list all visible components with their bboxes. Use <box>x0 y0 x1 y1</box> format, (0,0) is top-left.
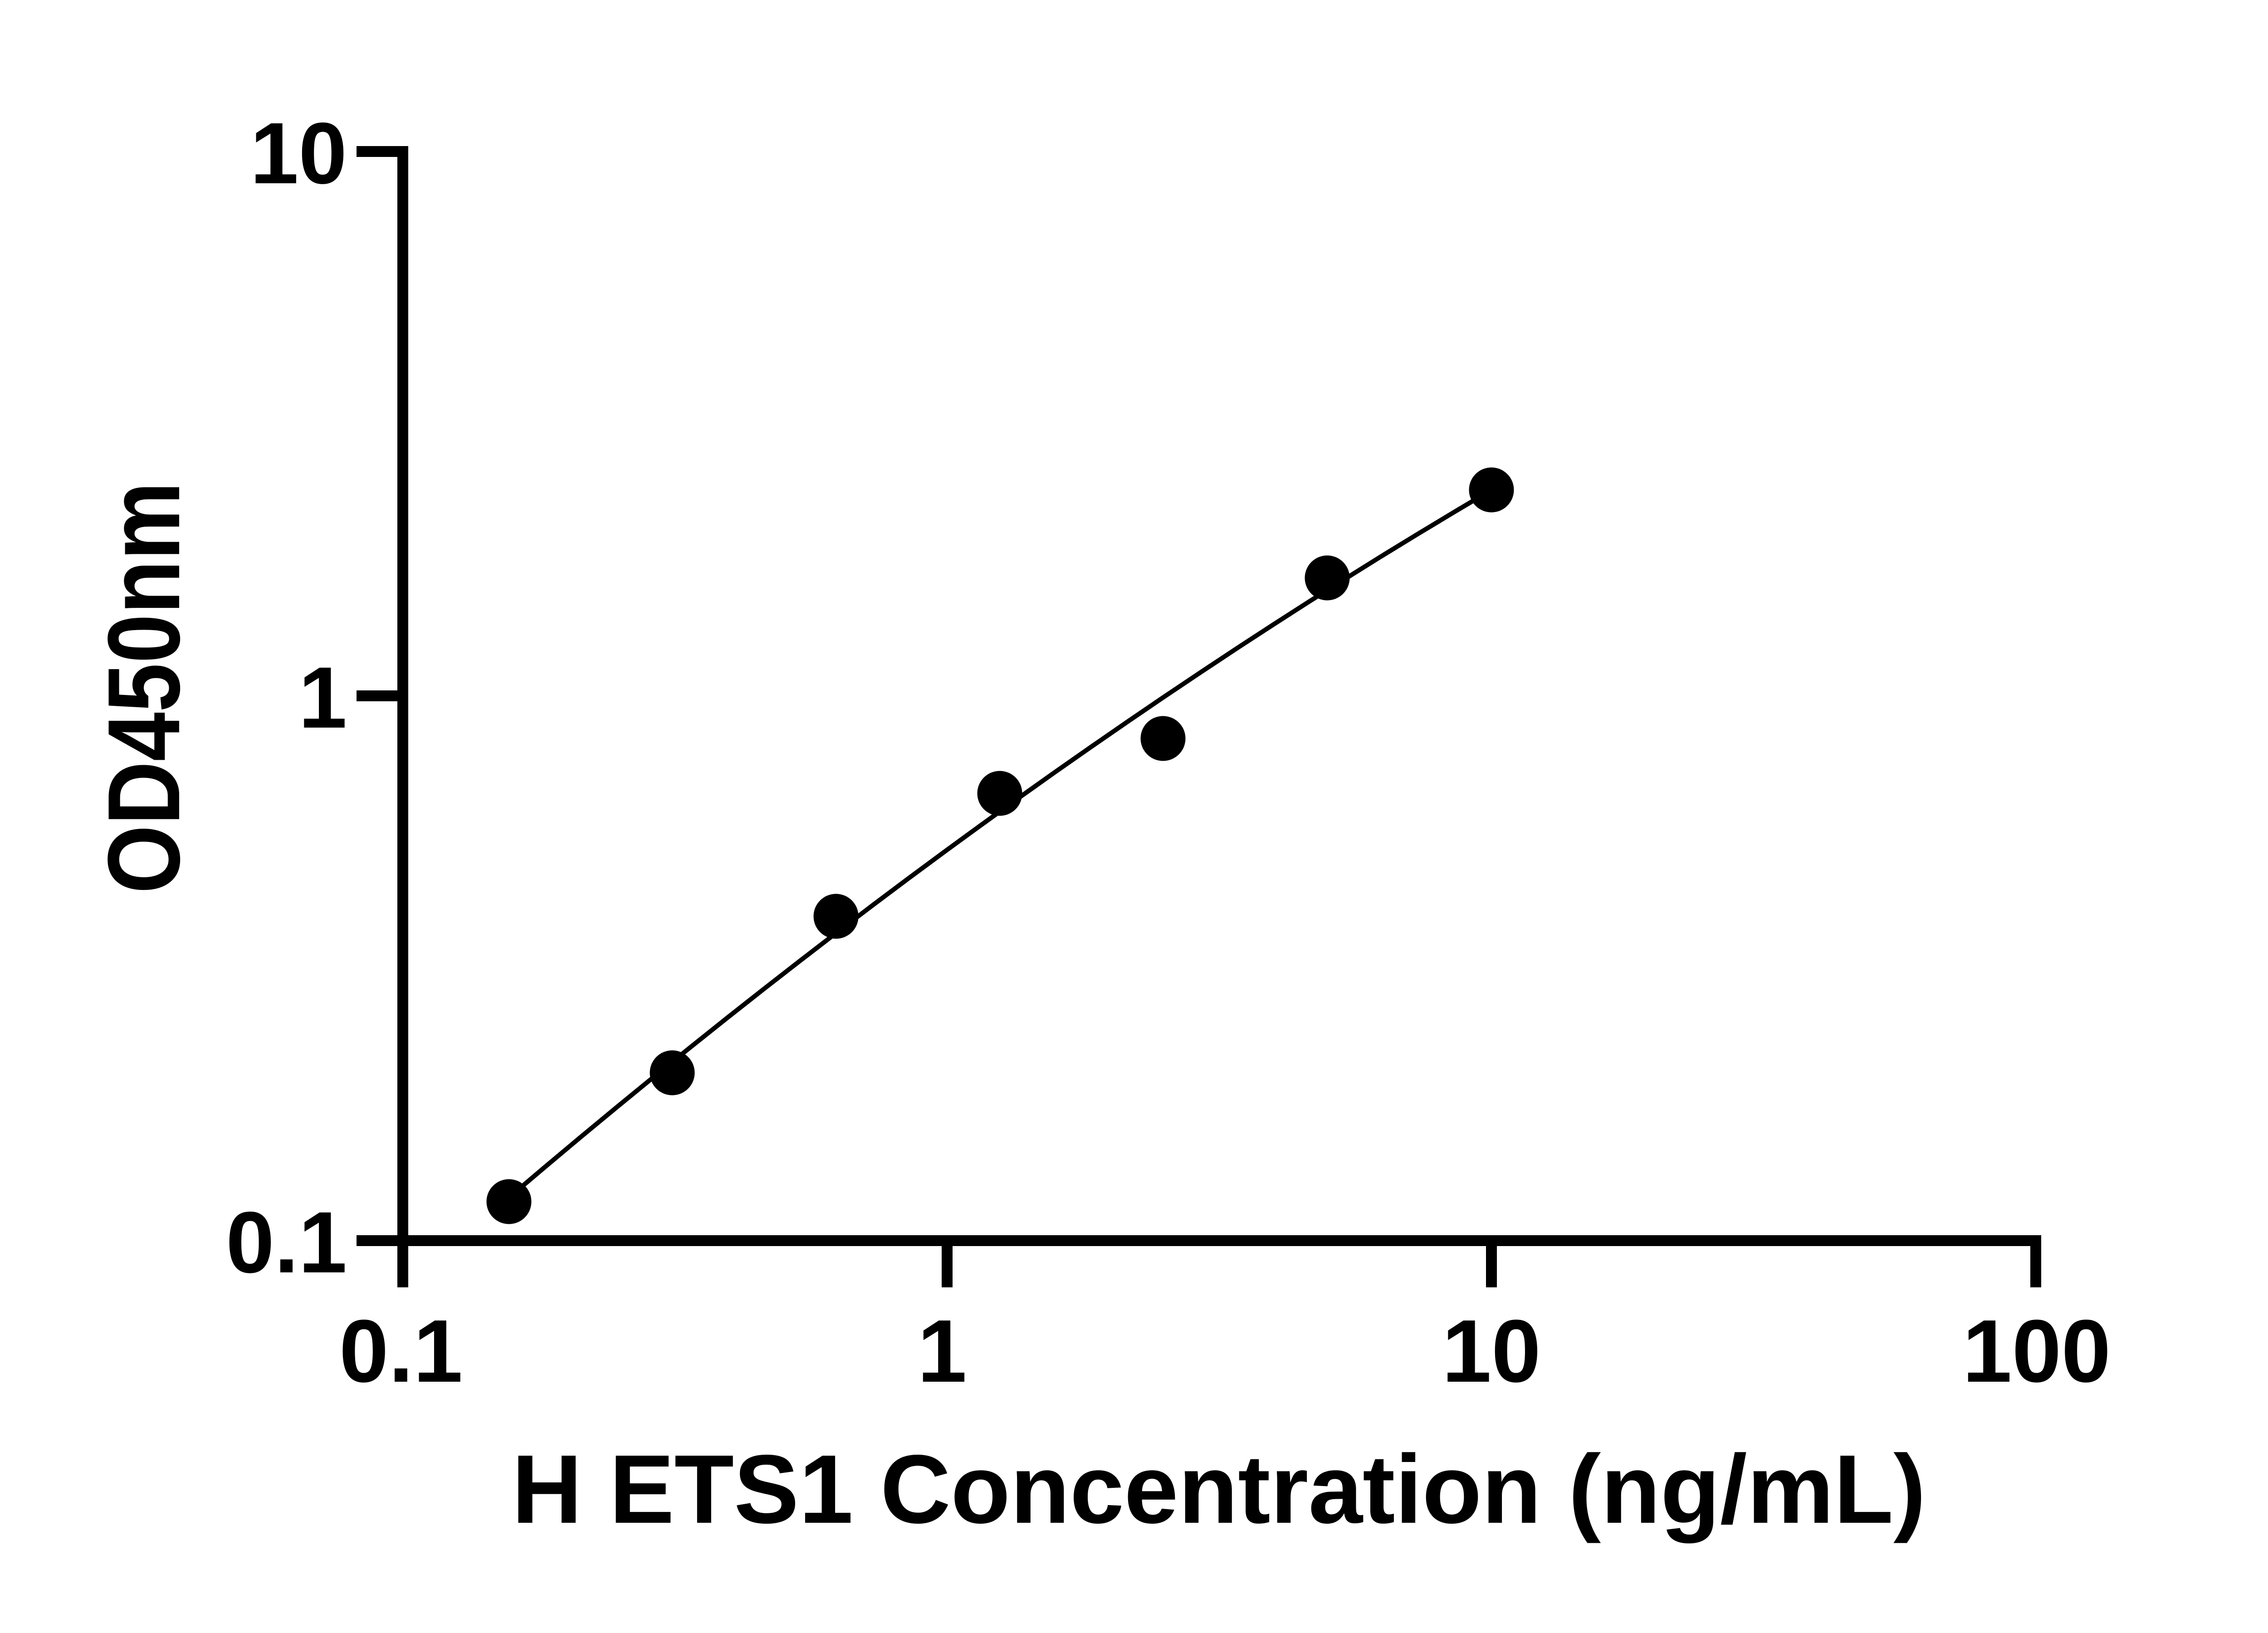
svg-text:10: 10 <box>250 104 347 202</box>
svg-text:1: 1 <box>917 1301 967 1401</box>
svg-text:1: 1 <box>298 649 347 746</box>
svg-text:H ETS1 Concentration (ng/mL): H ETS1 Concentration (ng/mL) <box>512 1434 1926 1544</box>
svg-text:0.1: 0.1 <box>226 1193 347 1291</box>
svg-text:10: 10 <box>1442 1301 1541 1401</box>
svg-text:0.1: 0.1 <box>339 1301 463 1401</box>
svg-text:100: 100 <box>1962 1301 2111 1401</box>
svg-text:OD450nm: OD450nm <box>86 482 201 894</box>
